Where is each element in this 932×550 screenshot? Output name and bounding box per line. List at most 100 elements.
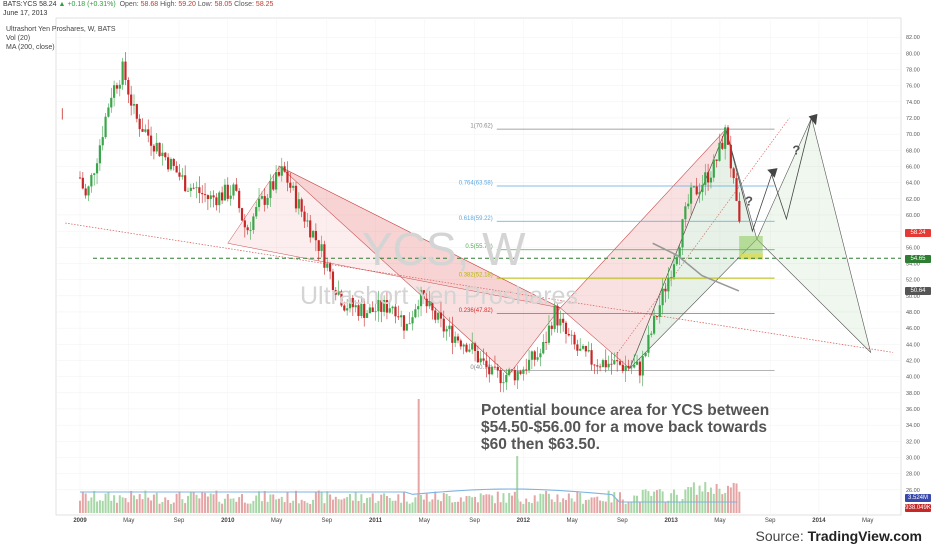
candle-body [326,263,329,268]
candle-body [510,369,514,371]
volume-bar [132,495,135,513]
candle-body [437,312,440,320]
fib-level-label: 0.236(47.82) [459,308,493,314]
candle-body [348,298,352,309]
volume-ma-line [80,488,738,503]
candle-body [167,157,170,170]
candle-body [209,195,212,200]
candle-body [456,336,460,341]
volume-bar [232,498,235,513]
volume-bar [709,487,712,513]
volume-bar [422,499,425,513]
ma-legend[interactable]: MA (200, close) [6,44,55,51]
candle-body [584,345,587,352]
volume-bar [380,494,383,513]
volume-bar [260,501,263,513]
candle-body [706,172,710,183]
chart-title[interactable]: Ultrashort Yen Proshares, W, BATS [6,26,116,33]
volume-bar [627,501,630,513]
candle-body [493,366,497,368]
candle-body [149,135,153,146]
candle-body [738,200,741,222]
volume-bar [189,491,192,513]
volume-bar [243,502,246,513]
support-price-tag: 54.65 [905,255,931,263]
candle-body [701,184,704,193]
candle-body [263,196,266,205]
volume-spike [417,399,420,513]
volume-bar [613,492,616,513]
y-tick-label: 56.00 [906,245,920,251]
volume-bar [641,489,644,513]
projection-triangle [756,117,872,354]
volume-bar [385,496,388,513]
volume-bar [223,498,226,513]
volume-legend[interactable]: Vol (20) [6,35,31,42]
last-price-tag: 58.24 [905,229,931,237]
fib-level-label: 0.764(63.58) [459,181,493,187]
x-tick-label: Sep [321,518,332,524]
volume-bar [729,487,732,513]
symbol[interactable]: BATS:YCS [3,1,38,8]
candle-body [419,290,423,307]
candle-body [223,184,227,201]
candle-body [553,305,556,329]
volume-bar [553,501,556,513]
volume-bar [610,502,613,513]
x-tick-label: May [566,518,577,524]
volume-bar [164,497,167,513]
volume-bar [445,493,448,513]
moving-average [652,242,740,292]
volume-bar [573,501,576,513]
x-tick-label: 2009 [73,518,87,524]
volume-bar [198,498,201,513]
volume-bar [587,499,590,513]
candle-body [405,323,408,331]
source-brand[interactable]: TradingView.com [807,528,922,544]
y-tick-label: 52.00 [906,278,920,284]
y-tick-label: 72.00 [906,116,920,122]
candle-body [502,382,505,384]
candle-body [704,172,707,185]
candle-body [198,187,201,194]
volume-bar [476,502,479,513]
volume-bar [724,492,727,513]
candle-body [678,247,681,258]
volume-bar [79,500,81,513]
candle-body [229,195,232,199]
volume-bar [229,498,232,513]
y-tick-label: 30.00 [906,455,920,461]
candle-body [95,163,99,174]
open-value: 58.68 [140,1,159,8]
y-tick-label: 80.00 [906,51,920,57]
candle-body [544,341,548,343]
volume-bar [692,482,695,513]
volume-bar [499,502,502,513]
candle-body [496,366,499,371]
volume-bar [624,503,627,513]
candle-body [144,129,147,132]
volume-bar [428,501,431,513]
candle-body [189,187,192,191]
candle-body [562,318,565,323]
candle-body [652,316,656,334]
x-tick-label: May [862,518,873,524]
volume-bar [326,491,329,513]
volume-bar [485,494,488,513]
candle-body [647,334,650,353]
high-value: 59.20 [178,1,196,8]
candle-body [613,360,616,365]
candle-body [516,371,519,381]
volume-bar [221,503,224,513]
candle-body [542,341,545,354]
volume-bar [681,498,684,513]
volume-bar [263,490,266,513]
candle-body [465,344,468,352]
candle-body [431,301,434,311]
candle-body [411,317,414,324]
volume-bar [451,502,454,513]
volume-bar [690,487,693,513]
candle-body [621,364,624,372]
volume-bar [448,495,451,513]
